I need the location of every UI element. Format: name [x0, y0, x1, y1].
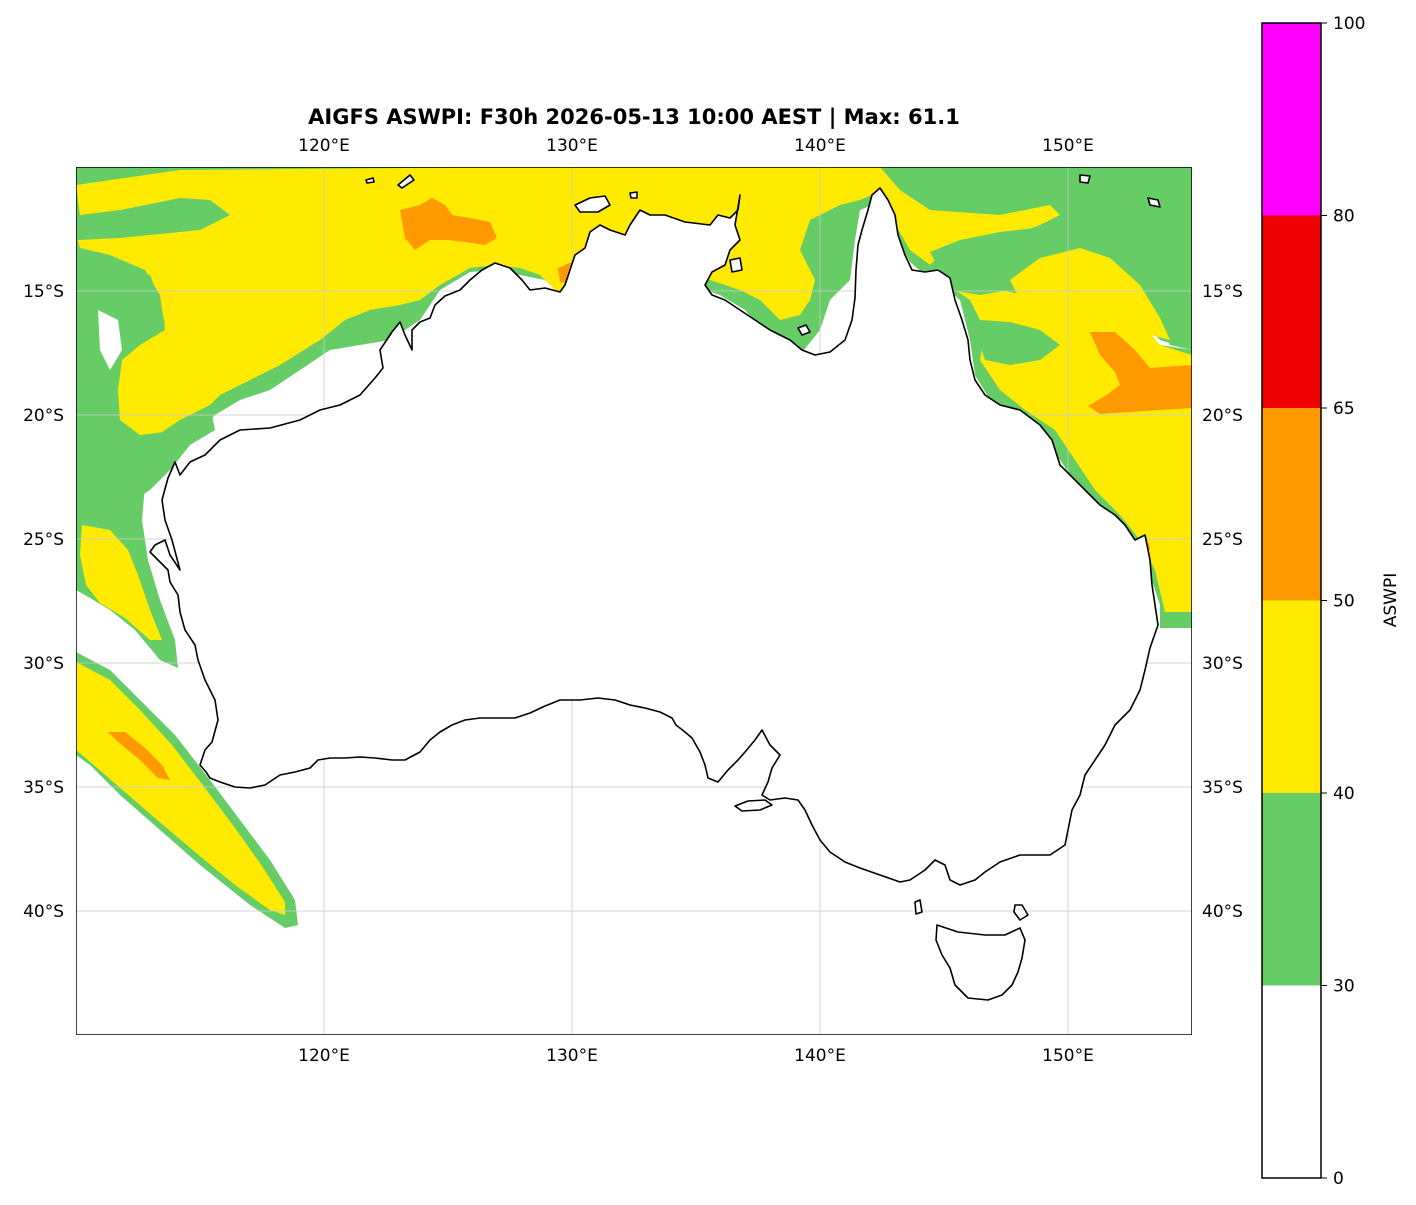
colorbar-band: [1262, 600, 1321, 793]
lon-tick-bottom: 140°E: [794, 1046, 846, 1066]
lat-ticks-left: 15°S 20°S 25°S 30°S 35°S 40°S: [23, 282, 64, 922]
lat-tick-left: 20°S: [23, 406, 64, 426]
coastline-layer: [149, 174, 1161, 1001]
colorbar-band: [1262, 23, 1321, 216]
lon-tick-top: 140°E: [794, 136, 846, 156]
field-white-pocket-nw: [98, 310, 122, 370]
lon-ticks-bottom: 120°E 130°E 140°E 150°E: [298, 1046, 1094, 1066]
australia-mainland-coastline: [149, 187, 1159, 886]
lat-tick-left: 40°S: [23, 902, 64, 922]
field-yellow-sw: [76, 662, 285, 915]
field-orange-east: [1088, 332, 1192, 414]
field-orange-kimberley: [400, 198, 497, 250]
colorbar-label: ASWPI: [1381, 573, 1401, 628]
lat-tick-right: 20°S: [1202, 406, 1243, 426]
lat-tick-left: 25°S: [23, 530, 64, 550]
ng-island-2: [1079, 174, 1091, 184]
flinders-island-coastline: [1013, 904, 1029, 921]
lat-ticks-right: 15°S 20°S 25°S 30°S 35°S 40°S: [1202, 282, 1243, 922]
map-area: [76, 167, 1192, 1035]
colorbar-tick-label: 65: [1333, 399, 1355, 419]
colorbar-band: [1262, 408, 1321, 601]
groote-eylandt-coastline: [729, 257, 743, 273]
field-yellow-north: [76, 167, 1060, 435]
field-orange-sw: [108, 732, 170, 780]
lon-ticks-top: 120°E 130°E 140°E 150°E: [298, 136, 1094, 156]
ng-island-1: [1147, 197, 1161, 208]
lat-tick-right: 40°S: [1202, 902, 1243, 922]
lon-tick-top: 150°E: [1042, 136, 1094, 156]
field-yellow-east-top: [1010, 248, 1170, 340]
melville-island-coastline: [574, 195, 611, 213]
lon-tick-bottom: 120°E: [298, 1046, 350, 1066]
lat-tick-right: 15°S: [1202, 282, 1243, 302]
lat-tick-left: 30°S: [23, 654, 64, 674]
tasmania-coastline: [935, 924, 1026, 1001]
colorbar-band: [1262, 985, 1321, 1178]
field-green-east-inner: [978, 320, 1060, 365]
timor-islet-3: [629, 191, 638, 199]
lat-tick-right: 30°S: [1202, 654, 1243, 674]
lat-tick-right: 35°S: [1202, 778, 1243, 798]
lat-tick-left: 15°S: [23, 282, 64, 302]
colorbar-band: [1262, 793, 1321, 986]
field-yellow-wc-tongue: [80, 525, 162, 640]
lon-tick-bottom: 150°E: [1042, 1046, 1094, 1066]
kangaroo-island-coastline: [734, 799, 773, 812]
lat-tick-right: 25°S: [1202, 530, 1243, 550]
king-island-coastline: [914, 899, 923, 915]
colorbar-tick-label: 40: [1333, 784, 1355, 804]
colorbar-tick-label: 50: [1333, 592, 1355, 612]
colorbar: 0 30 40 50 65 80 100: [1261, 14, 1365, 1189]
lon-tick-bottom: 130°E: [546, 1046, 598, 1066]
colorbar-tick-label: 0: [1333, 1169, 1344, 1189]
mornington-island-coastline: [797, 324, 811, 336]
map-title: AIGFS ASWPI: F30h 2026-05-13 10:00 AEST …: [308, 105, 960, 130]
timor-islet-2: [397, 174, 415, 189]
colorbar-tick-label: 100: [1333, 14, 1365, 34]
lat-tick-left: 35°S: [23, 778, 64, 798]
field-green-east-top: [930, 220, 1192, 350]
timor-islet-1: [365, 177, 375, 184]
lon-tick-top: 130°E: [546, 136, 598, 156]
colorbar-tick-label: 80: [1333, 207, 1355, 227]
colorbar-tick-label: 30: [1333, 977, 1355, 997]
lon-tick-top: 120°E: [298, 136, 350, 156]
colorbar-band: [1262, 215, 1321, 408]
